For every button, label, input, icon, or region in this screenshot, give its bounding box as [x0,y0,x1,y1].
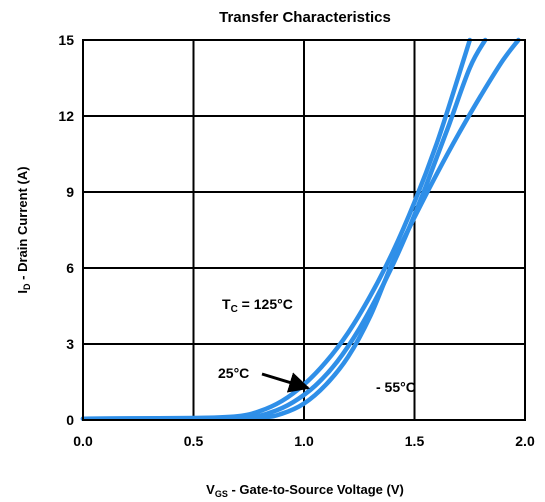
annotation-tc-125: TC = 125°C [222,296,293,315]
y-axis-label: ID - Drain Current (A) [15,166,32,293]
y-tick-labels: 0 3 6 9 12 15 [58,32,74,428]
annotation-minus-55c: - 55°C [376,379,416,395]
x-tick-label: 0.5 [184,433,204,449]
series-line-2 [80,37,488,421]
x-tick-label: 2.0 [515,433,535,449]
y-tick-label: 3 [66,336,74,352]
x-tick-label: 1.5 [405,433,425,449]
y-tick-label: 0 [66,412,74,428]
x-tick-label: 1.0 [294,433,314,449]
y-tick-label: 9 [66,184,74,200]
x-tick-label: 0.0 [73,433,93,449]
series-group [80,37,521,421]
chart-title: Transfer Characteristics [219,9,391,26]
series-line-3 [80,37,521,421]
grid-lines [83,40,525,420]
y-tick-label: 6 [66,260,74,276]
x-tick-labels: 0.0 0.5 1.0 1.5 2.0 [73,433,535,449]
y-tick-label: 15 [58,32,74,48]
annotation-arrow [261,372,311,393]
series-line-1 [80,37,473,421]
y-tick-label: 12 [58,108,74,124]
x-axis-label: VGS - Gate-to-Source Voltage (V) [206,482,404,499]
plot-frame [82,39,526,421]
annotation-25c: 25°C [218,365,249,381]
